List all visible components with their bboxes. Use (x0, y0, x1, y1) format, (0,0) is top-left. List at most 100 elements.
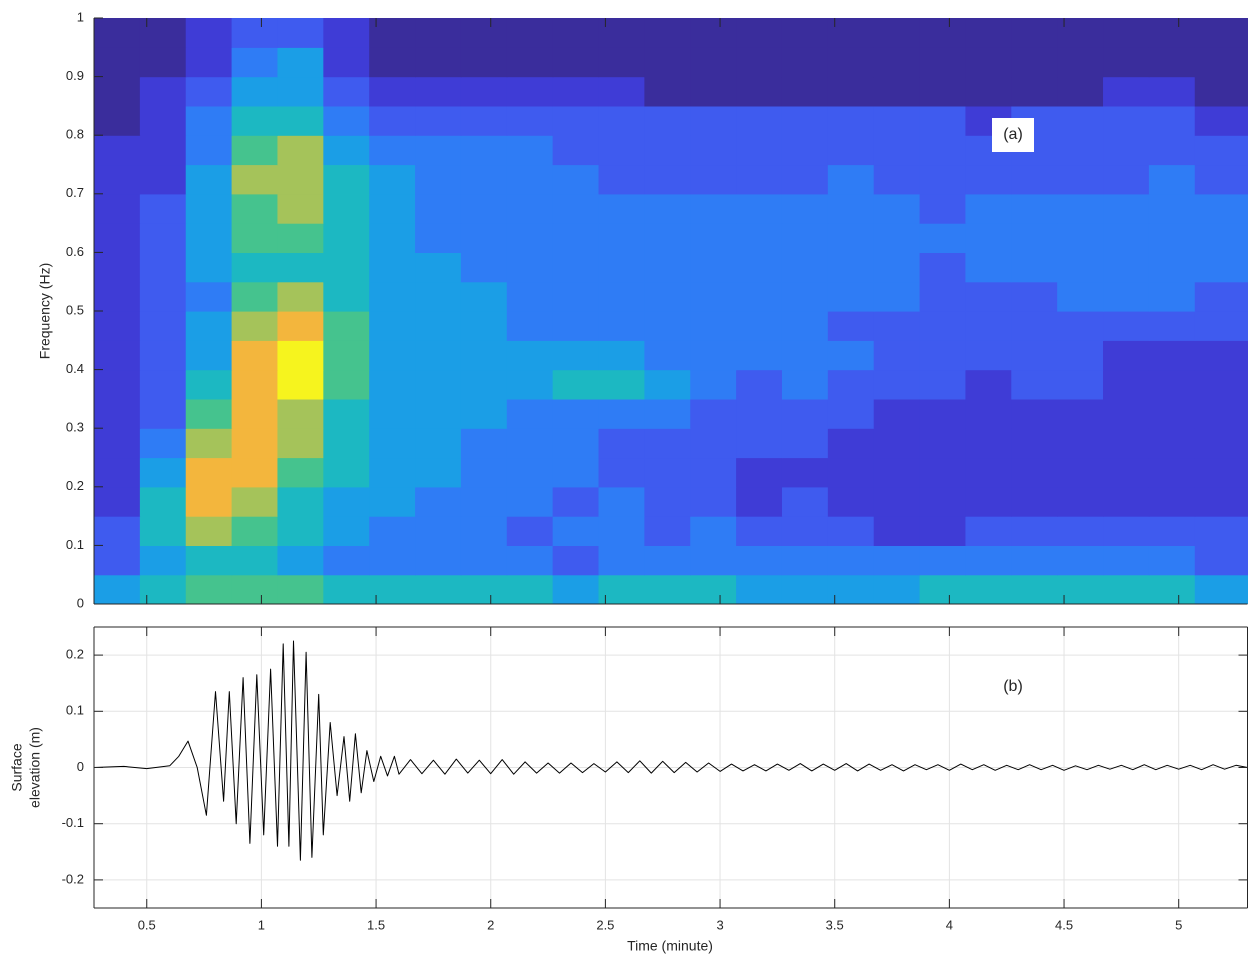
heatmap-cell (690, 252, 737, 283)
heatmap-cell (1194, 18, 1248, 48)
heatmap-cell (781, 545, 829, 576)
heatmap-cell (94, 369, 141, 400)
heatmap-cell (736, 164, 783, 195)
heatmap-cell (369, 311, 416, 341)
heatmap-cell (1103, 252, 1150, 283)
heatmap-cell (552, 545, 600, 576)
heatmap-cell (965, 47, 1012, 78)
heatmap-cell (1057, 574, 1104, 604)
heatmap-cell (644, 369, 691, 400)
heatmap-cell (1148, 428, 1196, 459)
heatmap-cell (185, 18, 233, 48)
heatmap-cell (94, 545, 141, 576)
heatmap-cell (1148, 18, 1196, 48)
heatmap-cell (323, 18, 370, 48)
heatmap-cell (323, 76, 370, 107)
heatmap-cell (781, 18, 829, 48)
heatmap-cell (873, 18, 921, 48)
heatmap-cell (185, 47, 233, 78)
heatmap-cell (415, 47, 462, 78)
heatmap-cell (644, 76, 691, 107)
heatmap-cell (185, 428, 233, 459)
heatmap-cell (919, 545, 967, 576)
heatmap-cell (460, 545, 508, 576)
heatmap-cell (690, 164, 737, 195)
heatmap-cell (460, 47, 508, 78)
heatmap-cell (552, 281, 600, 312)
heatmap-cell (277, 223, 324, 253)
heatmap-cell (369, 516, 416, 546)
heatmap-cell (460, 369, 508, 400)
heatmap-cell (139, 47, 187, 78)
heatmap-cell (277, 340, 324, 371)
heatmap-cell (1103, 545, 1150, 576)
heatmap-cell (1103, 18, 1150, 48)
heatmap-cell (231, 516, 279, 546)
heatmap-cell (1011, 311, 1058, 341)
heatmap-cell (919, 105, 967, 136)
heatmap-cell (1103, 457, 1150, 488)
heatmap-cell (506, 135, 554, 166)
heatmap-cell (919, 369, 967, 400)
heatmap-cell (185, 457, 233, 488)
heatmap-cell (231, 47, 279, 78)
heatmap-cell (919, 574, 967, 604)
heatmap-cell (781, 223, 829, 253)
heatmap-cell (369, 18, 416, 48)
heatmap-cell (1103, 574, 1150, 604)
heatmap-cell (1194, 457, 1248, 488)
heatmap-cell (94, 311, 141, 341)
heatmap-cell (231, 457, 279, 488)
y-axis-label: Surface (9, 743, 25, 791)
heatmap-cell (1103, 281, 1150, 312)
heatmap-cell (1057, 18, 1104, 48)
heatmap-cell (506, 516, 554, 546)
heatmap-cell (1194, 574, 1248, 604)
heatmap-cell (598, 457, 645, 488)
heatmap-cell (1057, 340, 1104, 371)
heatmap-cell (506, 281, 554, 312)
heatmap-cell (781, 398, 829, 429)
heatmap-cell (598, 398, 645, 429)
heatmap-cell (690, 486, 737, 517)
heatmap-cell (1011, 164, 1058, 195)
heatmap-cell (415, 311, 462, 341)
heatmap-cell (1011, 340, 1058, 371)
heatmap-cell (598, 574, 645, 604)
heatmap-cell (919, 486, 967, 517)
heatmap-cell (1148, 545, 1196, 576)
heatmap-cell (460, 281, 508, 312)
heatmap-cell (1057, 105, 1104, 136)
annotation: (a) (1003, 126, 1023, 143)
heatmap-cell (598, 193, 645, 224)
heatmap-cell (506, 164, 554, 195)
heatmap-cell (231, 486, 279, 517)
heatmap-cell (277, 135, 324, 166)
heatmap-cell (690, 135, 737, 166)
heatmap-cell (736, 47, 783, 78)
heatmap-cell (873, 164, 921, 195)
heatmap-cell (690, 545, 737, 576)
heatmap-cell (1194, 135, 1248, 166)
heatmap-cell (690, 281, 737, 312)
heatmap-cell (644, 428, 691, 459)
heatmap-cell (415, 135, 462, 166)
y-tick-label: 0.1 (66, 703, 84, 718)
heatmap-cell (552, 311, 600, 341)
heatmap-cell (781, 47, 829, 78)
heatmap-cell (736, 340, 783, 371)
heatmap-cell (965, 574, 1012, 604)
heatmap-cell (277, 193, 324, 224)
heatmap-cell (598, 223, 645, 253)
heatmap-cell (369, 428, 416, 459)
heatmap-cell (919, 457, 967, 488)
heatmap-cell (460, 223, 508, 253)
heatmap-cell (1057, 428, 1104, 459)
heatmap-cell (1194, 545, 1248, 576)
heatmap-cell (827, 545, 875, 576)
heatmap-cell (736, 369, 783, 400)
heatmap-cell (323, 545, 370, 576)
heatmap-cell (781, 369, 829, 400)
heatmap-cell (598, 545, 645, 576)
heatmap-cell (827, 340, 875, 371)
